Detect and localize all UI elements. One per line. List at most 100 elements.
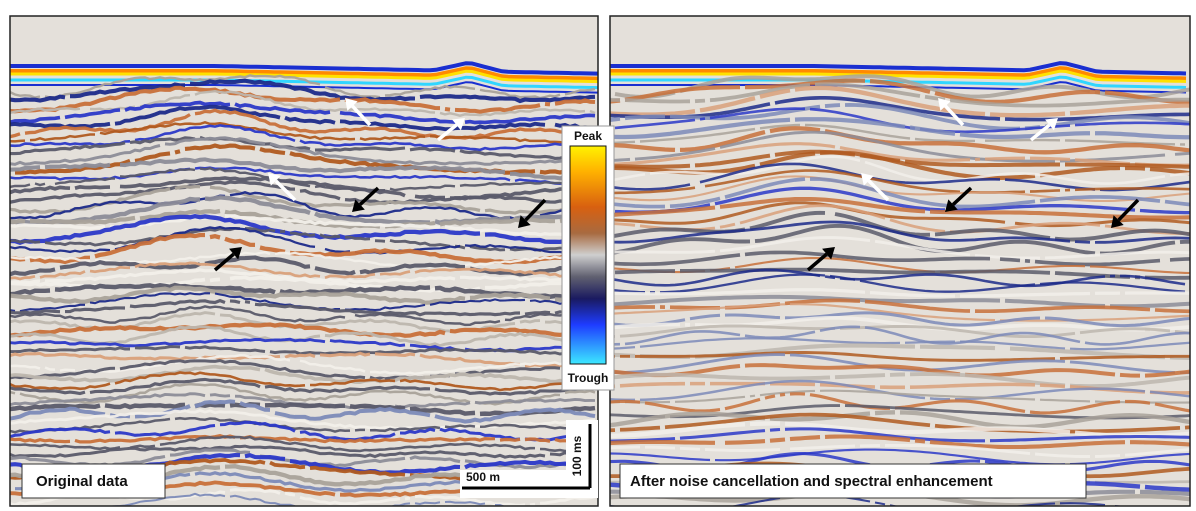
reflector: [610, 434, 1190, 450]
reflector: [10, 420, 596, 442]
reflector: [10, 157, 596, 182]
arrow-shaft: [806, 252, 828, 272]
reflector: [610, 61, 1187, 76]
arrow-shaft: [1029, 123, 1051, 142]
reflector: [10, 311, 596, 334]
reflector: [610, 66, 1187, 81]
reflector: [10, 434, 596, 444]
reflector: [610, 288, 1190, 298]
reflector: [610, 443, 1190, 458]
scale-label: 500 m: [466, 470, 500, 484]
reflector: [610, 82, 1190, 108]
reflector: [10, 85, 596, 114]
colorbar: [569, 145, 607, 365]
arrow-head: [229, 247, 242, 260]
label-box: [619, 463, 1087, 499]
scale-box: [460, 470, 576, 498]
reflector: [10, 298, 596, 317]
reflector: [10, 75, 598, 90]
reflector: [610, 392, 1190, 415]
arrow-head: [352, 199, 365, 212]
arrow-head: [945, 199, 958, 212]
reflector: [10, 176, 596, 201]
arrow-shaft: [951, 186, 973, 206]
reflector: [10, 480, 595, 498]
arrow-head: [518, 215, 531, 228]
reflector: [610, 316, 1190, 332]
arrow-shaft: [867, 179, 890, 202]
arrow-head: [861, 173, 874, 186]
arrow-shaft: [274, 179, 297, 202]
reflector: [610, 117, 1190, 140]
reflector: [10, 255, 596, 277]
reflector: [10, 184, 596, 215]
arrow-head: [452, 118, 465, 131]
arrow-head: [345, 98, 358, 111]
reflector: [610, 421, 1190, 439]
scale-box: [566, 420, 598, 498]
reflector: [10, 104, 596, 132]
reflector: [12, 492, 517, 506]
reflector: [10, 325, 596, 348]
reflector: [10, 66, 598, 81]
reflector: [610, 69, 1187, 83]
reflector: [10, 108, 596, 140]
reflector: [610, 412, 1190, 434]
reflector: [610, 372, 1190, 389]
reflector: [10, 120, 596, 146]
reflector: [10, 261, 596, 281]
reflector: [10, 69, 598, 84]
reflector: [10, 100, 596, 125]
reflector: [10, 282, 596, 301]
reflector: [610, 142, 1190, 167]
arrow-head: [938, 98, 951, 111]
arrow-shaft: [358, 186, 380, 206]
reflector: [610, 177, 1190, 209]
arrow-head: [1045, 118, 1058, 131]
reflector: [614, 267, 1190, 280]
reflector: [10, 371, 596, 392]
arrow-shaft: [351, 104, 372, 127]
reflector: [610, 220, 1190, 244]
reflector: [10, 136, 596, 166]
reflector: [610, 126, 1190, 155]
reflector: [10, 74, 596, 100]
reflector: [610, 75, 1187, 89]
reflector: [610, 130, 1190, 163]
reflector: [610, 337, 1190, 351]
reflector: [610, 325, 1190, 346]
reflector: [610, 410, 1190, 430]
arrow-shaft: [436, 123, 458, 142]
arrow-shaft: [213, 252, 235, 272]
label-box: [21, 463, 166, 499]
arrow-shaft: [944, 104, 965, 127]
arrow-shaft: [524, 198, 547, 222]
seismic-section: [610, 61, 1190, 506]
reflector: [10, 435, 596, 453]
reflector: [610, 250, 1190, 267]
reflector: [610, 162, 1190, 192]
reflector: [10, 351, 596, 368]
reflector: [10, 214, 596, 238]
reflector: [10, 292, 596, 313]
reflector: [610, 236, 1190, 260]
arrow-head: [1111, 215, 1124, 228]
colorbar-label: Trough: [568, 371, 609, 385]
reflector: [10, 337, 596, 353]
reflector: [610, 155, 1190, 185]
colorbar-label: Peak: [574, 129, 602, 143]
panel-label: After noise cancellation and spectral en…: [630, 473, 993, 490]
reflector: [10, 78, 596, 104]
reflector: [10, 382, 596, 406]
reflector: [10, 377, 596, 396]
reflector: [10, 354, 596, 376]
reflector: [10, 345, 595, 358]
reflector: [610, 303, 1190, 322]
scale-label: 100 ms: [570, 435, 584, 476]
reflector: [610, 175, 1190, 203]
panel-label: Original data: [36, 473, 128, 490]
arrows: [213, 98, 1140, 272]
reflector: [614, 107, 1190, 134]
arrow-head: [268, 173, 281, 186]
